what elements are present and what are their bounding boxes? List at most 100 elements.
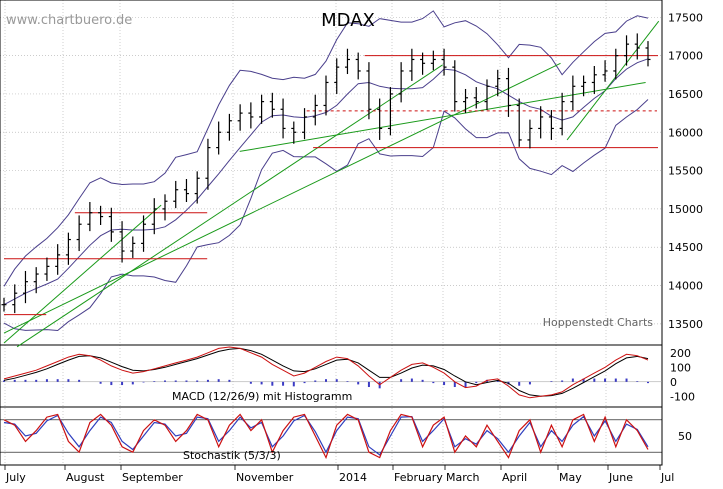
price-bar bbox=[516, 98, 522, 147]
price-bar bbox=[591, 65, 597, 94]
stoch-layer bbox=[0, 413, 662, 460]
price-bar bbox=[248, 102, 254, 129]
price-bar bbox=[22, 270, 28, 304]
price-bar bbox=[538, 106, 544, 139]
price-bar bbox=[452, 60, 458, 112]
price-bar bbox=[312, 94, 318, 126]
price-bar bbox=[559, 92, 565, 136]
x-tick-label: March bbox=[446, 471, 480, 484]
x-tick-label: Jul bbox=[660, 471, 674, 484]
price-bar bbox=[355, 52, 361, 80]
price-bar bbox=[613, 48, 619, 80]
price-bar bbox=[441, 48, 447, 76]
price-bar bbox=[548, 110, 554, 140]
price-bar bbox=[505, 67, 511, 117]
price-bar bbox=[55, 244, 61, 275]
price-bar bbox=[44, 257, 50, 281]
x-tick-label: May bbox=[559, 471, 582, 484]
price-bar bbox=[141, 215, 147, 252]
price-layer bbox=[1, 10, 660, 348]
price-bar bbox=[430, 50, 436, 71]
x-tick-label: September bbox=[122, 471, 183, 484]
price-bar bbox=[269, 92, 275, 118]
price-bar bbox=[291, 121, 297, 144]
price-tick-label: 15500 bbox=[668, 165, 703, 178]
price-bar bbox=[1, 297, 7, 312]
price-bar bbox=[259, 94, 265, 124]
trend-line bbox=[3, 62, 561, 334]
trend-line bbox=[566, 20, 660, 141]
bollinger-lower bbox=[3, 99, 649, 332]
price-tick-label: 17500 bbox=[668, 11, 703, 24]
price-bar bbox=[76, 215, 82, 252]
macd-tick-label: -100 bbox=[670, 390, 695, 403]
price-tick-label: 16000 bbox=[668, 126, 703, 139]
price-bar bbox=[12, 284, 18, 314]
x-tick-label: August bbox=[66, 471, 105, 484]
price-bar bbox=[87, 202, 93, 232]
grid bbox=[0, 0, 663, 465]
bollinger-upper bbox=[3, 10, 649, 287]
price-bar bbox=[344, 48, 350, 75]
x-tick-label: June bbox=[608, 471, 633, 484]
price-bar bbox=[484, 79, 490, 111]
price-bar bbox=[216, 121, 222, 155]
macd-tick-label: 200 bbox=[670, 347, 691, 360]
price-bar bbox=[624, 35, 630, 66]
watermark: www.chartbuero.de bbox=[6, 13, 132, 28]
price-bar bbox=[119, 221, 125, 263]
price-bar bbox=[65, 232, 71, 265]
price-bar bbox=[463, 88, 469, 114]
price-bar bbox=[280, 98, 286, 139]
price-bar bbox=[387, 87, 393, 136]
price-tick-label: 16500 bbox=[668, 88, 703, 101]
stoch-k-line bbox=[3, 413, 649, 460]
stoch-tick-label: 50 bbox=[678, 430, 692, 443]
stoch-panel-frame bbox=[0, 406, 663, 466]
price-bar bbox=[527, 119, 533, 149]
price-bar bbox=[98, 205, 104, 225]
x-tick-label: November bbox=[236, 471, 294, 484]
price-bar bbox=[130, 236, 136, 258]
price-bar bbox=[237, 104, 243, 131]
price-bar bbox=[495, 69, 501, 97]
price-bar bbox=[226, 113, 232, 141]
chart-title: MDAX bbox=[321, 10, 375, 31]
price-tick-label: 14500 bbox=[668, 241, 703, 254]
price-bar bbox=[173, 180, 179, 209]
price-bar bbox=[377, 98, 383, 140]
price-bar bbox=[205, 138, 211, 190]
price-bar bbox=[108, 207, 114, 242]
price-bar bbox=[323, 75, 329, 116]
price-bar bbox=[645, 41, 651, 67]
price-bar bbox=[33, 267, 39, 294]
price-tick-label: 13500 bbox=[668, 318, 703, 331]
x-tick-label: 2014 bbox=[339, 471, 367, 484]
macd-line bbox=[3, 346, 649, 399]
price-bar bbox=[634, 33, 640, 60]
trend-line bbox=[16, 64, 443, 348]
price-bar bbox=[194, 171, 200, 204]
price-tick-label: 15000 bbox=[668, 203, 703, 216]
price-bar bbox=[334, 58, 340, 94]
macd-label: MACD (12/26/9) mit Histogramm bbox=[172, 390, 352, 403]
price-bar bbox=[581, 75, 587, 97]
price-bar bbox=[151, 198, 157, 235]
source-label: Hoppenstedt Charts bbox=[543, 316, 654, 329]
price-bar bbox=[420, 52, 426, 75]
trend-line bbox=[239, 81, 646, 152]
axis-layer: 13500 14000 14500 15000 15500 16000 16500 17000… bbox=[4, 11, 703, 484]
price-bar bbox=[162, 194, 168, 221]
price-tick-label: 17000 bbox=[668, 50, 703, 63]
panel-frames bbox=[0, 0, 663, 466]
stoch-d-line bbox=[3, 414, 649, 456]
macd-tick-label: 0 bbox=[670, 376, 677, 389]
macd-layer bbox=[0, 346, 662, 399]
price-bar bbox=[473, 87, 479, 109]
stoch-label: Stochastik (5/3/3) bbox=[183, 449, 281, 462]
price-bar bbox=[602, 60, 608, 82]
price-bar bbox=[398, 62, 404, 103]
